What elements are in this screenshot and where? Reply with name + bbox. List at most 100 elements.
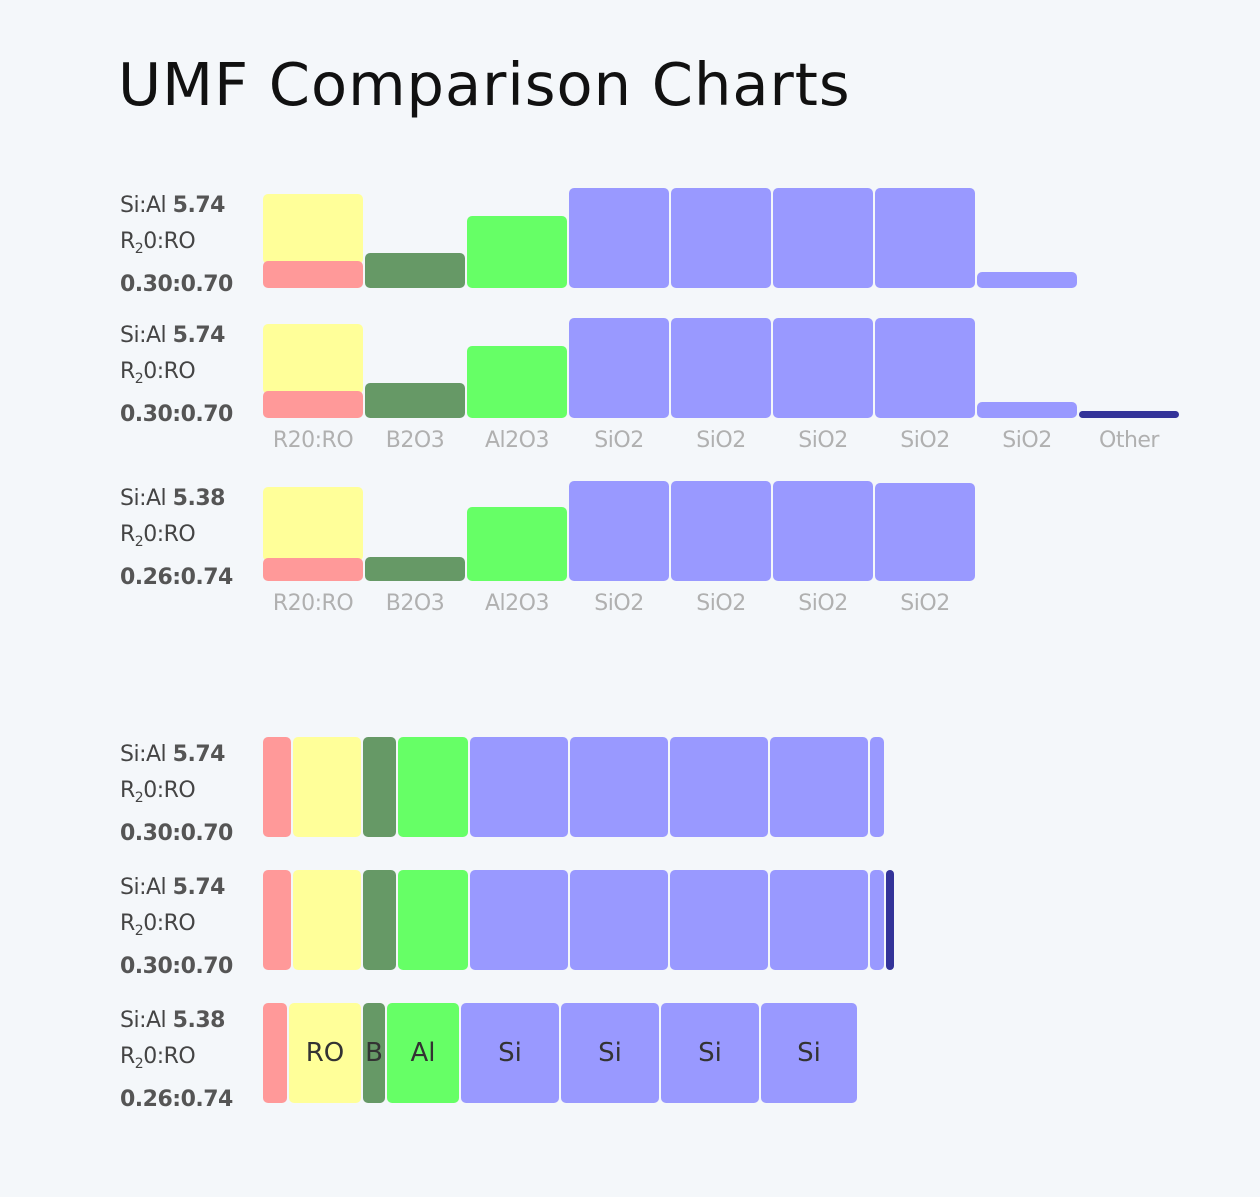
segment-label: Si [797,1038,821,1068]
bar-sio2 [569,481,669,581]
bar-sio2 [875,188,975,288]
tick-label: Al2O3 [485,428,549,453]
chart-row: Si:Al 5.74 R20:RO 0.30:0.70 [0,737,1260,847]
si-al-label: Si:Al [120,193,167,218]
tick-label: SiO2 [696,591,746,616]
page-title: UMF Comparison Charts [118,50,851,119]
flux-ratio-number: 0.30:0.70 [120,272,233,297]
flux-ratio-label-r: R [120,359,135,384]
segment-sio2 [570,737,668,837]
row-label: Si:Al 5.74 R20:RO 0.30:0.70 [120,870,233,985]
tick-label: Al2O3 [485,591,549,616]
bar-sio2 [773,318,873,418]
bar-sio2 [569,318,669,418]
tick-label: SiO2 [798,591,848,616]
si-al-ratio: Si:Al 5.74 [120,870,233,906]
tick-label: SiO2 [1002,428,1052,453]
si-al-ratio: Si:Al 5.74 [120,188,233,224]
bar-sio2 [671,481,771,581]
flux-ratio-label: R20:RO [120,517,233,560]
flux-ratio-label-rest: 0:RO [143,229,196,254]
flux-ratio-label-sub: 2 [134,534,144,550]
segment-r2o [263,870,291,970]
segment-ro [293,737,361,837]
flux-ratio-number: 0.26:0.74 [120,1087,233,1112]
segment-label: Si [498,1038,522,1068]
bar-sio2 [875,318,975,418]
segment-ro [293,870,361,970]
flux-ratio-number: 0.30:0.70 [120,954,233,979]
tick-label: Other [1099,428,1159,453]
segment-sio2 [470,737,568,837]
flux-ratio-label-rest: 0:RO [143,778,196,803]
bar-sio2 [773,188,873,288]
si-al-value: 5.38 [172,486,226,511]
flux-ratio-value: 0.30:0.70 [120,267,233,303]
tick-label: R20:RO [272,428,354,453]
chart-row: Si:Al 5.74 R20:RO 0.30:0.70 [0,188,1260,298]
segment-label: Si [698,1038,722,1068]
flux-ratio-label-sub: 2 [134,241,144,257]
segment-sio2 [670,870,768,970]
flux-ratio-label-rest: 0:RO [143,1044,196,1069]
segment-sio2: Si [461,1003,559,1103]
bar-ro [263,486,363,561]
tick-label: B2O3 [385,591,445,616]
bar-b2o3 [365,253,465,288]
tick-label: SiO2 [900,428,950,453]
flux-ratio-value: 0.26:0.74 [120,560,233,596]
flux-ratio-label-r: R [120,778,135,803]
tick-label: SiO2 [900,591,950,616]
si-al-ratio: Si:Al 5.74 [120,737,233,773]
flux-ratio-value: 0.30:0.70 [120,949,233,985]
bar-ro [263,194,363,264]
bar-other [1079,411,1179,418]
bar-b2o3 [365,383,465,418]
flux-ratio-label: R20:RO [120,906,233,949]
segment-sio2: Si [761,1003,857,1103]
flux-ratio-value: 0.30:0.70 [120,816,233,852]
segment-b2o3 [363,870,396,970]
flux-ratio-label: R20:RO [120,354,233,397]
si-al-value: 5.38 [172,1008,226,1033]
segment-ro: RO [289,1003,361,1103]
flux-ratio-label: R20:RO [120,1039,233,1082]
flux-ratio-value: 0.30:0.70 [120,397,233,433]
si-al-ratio: Si:Al 5.74 [120,318,233,354]
chart-row: Si:Al 5.38 R20:RO 0.26:0.74 R20:RO B2O3 Al2O3… [0,481,1260,616]
segment-b2o3: B [363,1003,385,1103]
flux-ratio-label-r: R [120,911,135,936]
flux-ratio-label-sub: 2 [134,790,144,806]
bar-ro [263,324,363,394]
row-label: Si:Al 5.38 R20:RO 0.26:0.74 [120,1003,233,1118]
segment-r2o [263,737,291,837]
segment-sio2 [670,737,768,837]
tick-label: R20:RO [272,591,354,616]
segment-label: B [365,1038,383,1068]
flux-ratio-label-r: R [120,1044,135,1069]
chart-row: Si:Al 5.74 R20:RO 0.30:0.70 [0,870,1260,980]
si-al-ratio: Si:Al 5.38 [120,1003,233,1039]
si-al-label: Si:Al [120,742,167,767]
bar-sio2 [977,402,1077,418]
chart-row: Si:Al 5.74 R20:RO 0.30:0.70 R20:RO B2O3 Al2O3… [0,318,1260,453]
row-label: Si:Al 5.74 R20:RO 0.30:0.70 [120,188,233,303]
segment-label: RO [305,1038,345,1068]
si-al-value: 5.74 [172,742,226,767]
flux-ratio-label-rest: 0:RO [143,522,196,547]
segment-label: Si [598,1038,622,1068]
tick-label: SiO2 [594,591,644,616]
bar-r2o [263,261,363,288]
flux-ratio-number: 0.26:0.74 [120,565,233,590]
segment-sio2 [570,870,668,970]
flux-ratio-number: 0.30:0.70 [120,821,233,846]
bar-b2o3 [365,557,465,581]
segment-sio2 [470,870,568,970]
row-label: Si:Al 5.74 R20:RO 0.30:0.70 [120,737,233,852]
flux-ratio-label: R20:RO [120,773,233,816]
segment-sio2 [870,870,884,970]
segment-r2o [263,1003,287,1103]
bar-sio2 [569,188,669,288]
flux-ratio-label-r: R [120,229,135,254]
si-al-label: Si:Al [120,486,167,511]
